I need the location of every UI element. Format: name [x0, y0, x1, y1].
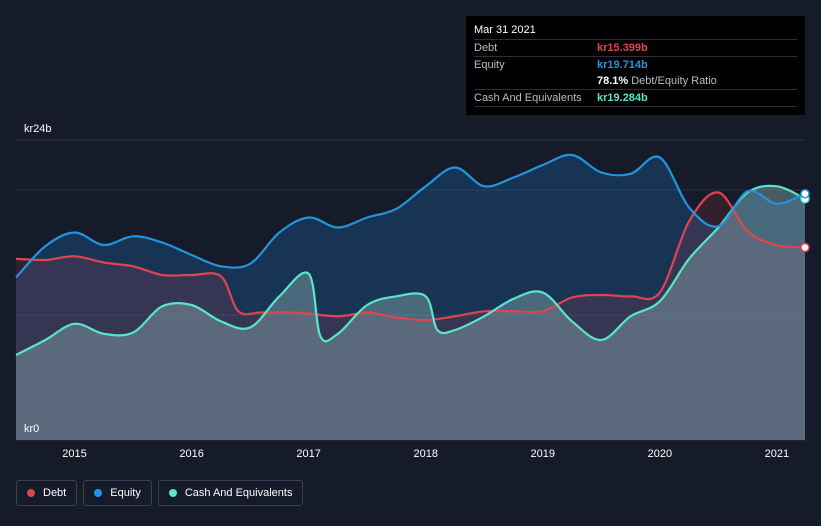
tooltip-value-cash: kr19.284b: [597, 92, 648, 104]
tooltip: Mar 31 2021 Debt kr15.399b Equity kr19.7…: [466, 16, 805, 115]
tooltip-value-equity: kr19.714b: [597, 59, 648, 71]
legend-label: Debt: [43, 487, 67, 499]
legend-item-equity[interactable]: Equity: [83, 480, 152, 506]
tooltip-value-ratio: 78.1%: [597, 75, 629, 87]
equity-dot-icon: [94, 489, 103, 497]
cash-and-equivalents-line: [15, 184, 806, 356]
grid: [16, 139, 805, 441]
x-tick-label: 2017: [296, 448, 320, 460]
tooltip-row-equity: Equity kr19.714b: [474, 56, 797, 73]
series-areas: [16, 154, 805, 440]
x-tick-label: 2019: [531, 448, 555, 460]
tooltip-label: Debt: [474, 42, 498, 54]
x-axis-ticks: 2015 2016 2017 2018 2019 2020 2021: [62, 448, 789, 460]
tooltip-row-debt: Debt kr15.399b: [474, 39, 797, 56]
tooltip-label: Cash And Equivalents: [474, 92, 582, 104]
tooltip-label: Equity: [474, 59, 505, 71]
cash-dot-icon: [168, 489, 177, 497]
x-tick-label: 2020: [648, 448, 672, 460]
equity-marker: [800, 189, 810, 199]
legend-label: Cash And Equivalents: [184, 487, 293, 499]
legend-label: Equity: [110, 487, 141, 499]
debt-dot-icon: [27, 489, 35, 497]
hover-markers: [800, 189, 810, 253]
equity-line: [15, 153, 806, 279]
x-tick-label: 2016: [179, 448, 203, 460]
tooltip-ratio-label: Debt/Equity Ratio: [631, 75, 717, 87]
legend-item-cash[interactable]: Cash And Equivalents: [157, 480, 304, 506]
equity-area: [16, 154, 805, 440]
x-tick-label: 2018: [413, 448, 437, 460]
debt-marker: [800, 242, 810, 253]
tooltip-date: Mar 31 2021: [474, 24, 536, 36]
x-tick-label: 2015: [62, 448, 86, 460]
tooltip-label: [474, 73, 597, 89]
legend: Debt Equity Cash And Equivalents: [16, 480, 304, 506]
tooltip-value-debt: kr15.399b: [597, 42, 648, 54]
series-lines: [15, 153, 806, 356]
debt-line: [15, 191, 806, 322]
debt-area: [16, 192, 805, 440]
y-axis-bottom-label: kr0: [24, 423, 39, 435]
tooltip-row-cash: Cash And Equivalents kr19.284b: [474, 89, 797, 107]
legend-item-debt[interactable]: Debt: [16, 480, 78, 506]
x-tick-label: 2021: [765, 448, 789, 460]
cash-and-equivalents-area: [16, 185, 805, 440]
tooltip-row-ratio: 78.1% Debt/Equity Ratio: [474, 73, 797, 89]
y-axis-top-label: kr24b: [24, 123, 52, 135]
